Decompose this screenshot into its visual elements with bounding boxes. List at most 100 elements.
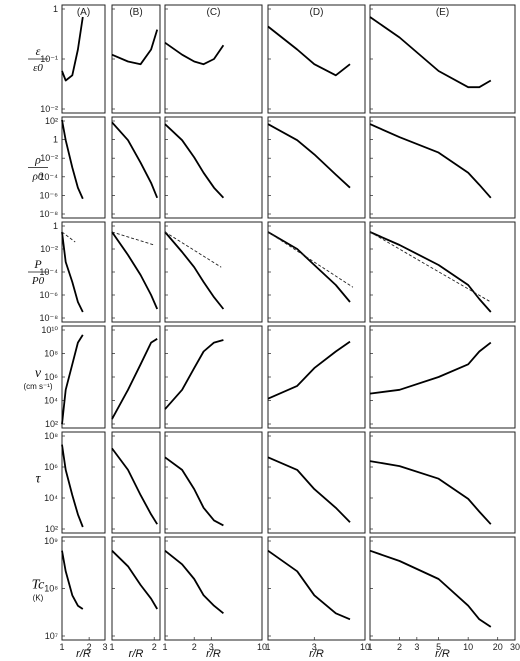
xtick-label-4-6: 30	[510, 642, 520, 652]
xtick-label-2-1: 2	[192, 642, 197, 652]
panel-1-0	[61, 116, 106, 219]
column-label-0: (A)	[77, 7, 90, 18]
dashed-line-2-2	[164, 231, 222, 268]
row-label-5: Tc	[32, 578, 46, 593]
row-label-4: τ	[35, 472, 41, 487]
series-line-0-2	[164, 41, 225, 66]
dashed-line-2-1	[111, 231, 155, 246]
row-label-bottom-2: P0	[31, 275, 45, 287]
series-line-2-1	[111, 231, 159, 310]
xtick-label-3-0: 1	[265, 642, 270, 652]
series-line-3-3	[267, 340, 351, 400]
row-label-top-2: P	[33, 257, 42, 271]
xaxis-label-2: r/R	[206, 648, 221, 660]
ytick-label-3-4: 10²	[45, 419, 58, 429]
panel-1-4	[369, 116, 516, 219]
ytick-label-1-5: 10⁻⁸	[39, 209, 58, 219]
ytick-label-1-4: 10⁻⁶	[40, 190, 59, 200]
ytick-label-5-2: 10⁷	[45, 631, 58, 641]
series-line-3-1	[111, 338, 158, 420]
panel-0-4	[369, 4, 516, 114]
xaxis-label-0: r/R	[76, 648, 91, 660]
ytick-label-3-3: 10⁴	[44, 396, 58, 406]
ytick-label-1-0: 10²	[45, 116, 58, 126]
column-label-4: (E)	[436, 7, 449, 18]
panel-4-0	[61, 431, 106, 534]
xtick-label-1-0: 1	[109, 642, 114, 652]
ytick-label-0-1: 10⁻¹	[40, 54, 58, 64]
xtick-label-0-1: 2	[87, 642, 92, 652]
series-line-5-2	[164, 549, 224, 614]
ytick-label-4-1: 10⁶	[44, 462, 58, 472]
series-line-5-4	[369, 549, 492, 628]
series-line-0-4	[369, 16, 492, 89]
dashed-line-2-0	[61, 231, 76, 243]
ytick-label-1-1: 1	[53, 135, 58, 145]
row-unit-5: (K)	[33, 594, 44, 603]
ytick-label-4-0: 10⁸	[44, 431, 58, 441]
ytick-label-4-3: 10²	[45, 524, 58, 534]
panel-4-4	[369, 431, 516, 534]
dashed-line-2-3	[267, 231, 354, 288]
xtick-label-1-1: 2	[152, 642, 157, 652]
series-line-1-1	[111, 121, 159, 199]
series-line-3-2	[164, 339, 224, 410]
panel-3-3	[267, 325, 366, 429]
series-line-5-3	[267, 549, 351, 621]
ytick-label-1-3: 10⁻⁴	[39, 172, 58, 182]
ytick-label-5-0: 10⁹	[44, 536, 58, 546]
series-line-1-0	[61, 119, 84, 200]
series-line-4-1	[111, 447, 158, 525]
panel-3-4	[369, 325, 516, 429]
row-label-3: v	[35, 366, 42, 381]
ytick-label-0-0: 1	[53, 4, 58, 14]
series-line-2-0	[61, 231, 84, 313]
series-line-0-0	[61, 16, 84, 82]
panel-5-1	[111, 536, 161, 641]
panel-0-1	[111, 4, 161, 114]
xtick-label-4-2: 3	[414, 642, 419, 652]
ytick-label-3-2: 10⁶	[44, 372, 58, 382]
xtick-label-2-3: 10	[257, 642, 267, 652]
row-label-top-1: ρ	[34, 153, 41, 167]
row-label-top-0: ε	[36, 44, 41, 58]
panel-1-1	[111, 116, 161, 219]
series-line-4-2	[164, 456, 224, 527]
ytick-label-4-2: 10⁴	[44, 493, 58, 503]
column-label-2: (C)	[207, 7, 221, 18]
xtick-label-4-1: 2	[397, 642, 402, 652]
xaxis-label-3: r/R	[309, 648, 324, 660]
row-unit-3: (cm s⁻¹)	[23, 382, 52, 391]
series-line-5-1	[111, 550, 158, 610]
column-label-3: (D)	[310, 7, 324, 18]
panel-2-3	[267, 221, 366, 323]
panel-2-4	[369, 221, 516, 323]
panel-4-1	[111, 431, 161, 534]
xtick-label-0-2: 3	[102, 642, 107, 652]
series-line-1-4	[369, 123, 492, 199]
ytick-label-2-4: 10⁻⁸	[39, 313, 58, 323]
series-line-2-3	[267, 231, 351, 303]
ytick-label-3-0: 10¹⁰	[41, 325, 58, 335]
ytick-label-1-2: 10⁻²	[40, 153, 58, 163]
xtick-label-2-0: 1	[162, 642, 167, 652]
xtick-label-4-5: 20	[493, 642, 503, 652]
series-line-1-3	[267, 123, 351, 189]
ytick-label-5-1: 10⁸	[44, 584, 58, 594]
xaxis-label-1: r/R	[129, 648, 144, 660]
panel-0-0	[61, 4, 106, 114]
series-line-4-0	[61, 444, 84, 528]
xtick-label-2-2: 3	[209, 642, 214, 652]
panel-0-3	[267, 4, 366, 114]
column-label-1: (B)	[129, 7, 142, 18]
xtick-label-4-3: 5	[436, 642, 441, 652]
xtick-label-3-2: 10	[360, 642, 370, 652]
xtick-label-3-1: 3	[312, 642, 317, 652]
ytick-label-2-3: 10⁻⁶	[40, 290, 59, 300]
panel-5-0	[61, 536, 106, 641]
panel-1-2	[164, 116, 263, 219]
xtick-label-4-4: 10	[463, 642, 473, 652]
panel-2-2	[164, 221, 263, 323]
panel-4-3	[267, 431, 366, 534]
ytick-label-2-0: 1	[53, 221, 58, 231]
